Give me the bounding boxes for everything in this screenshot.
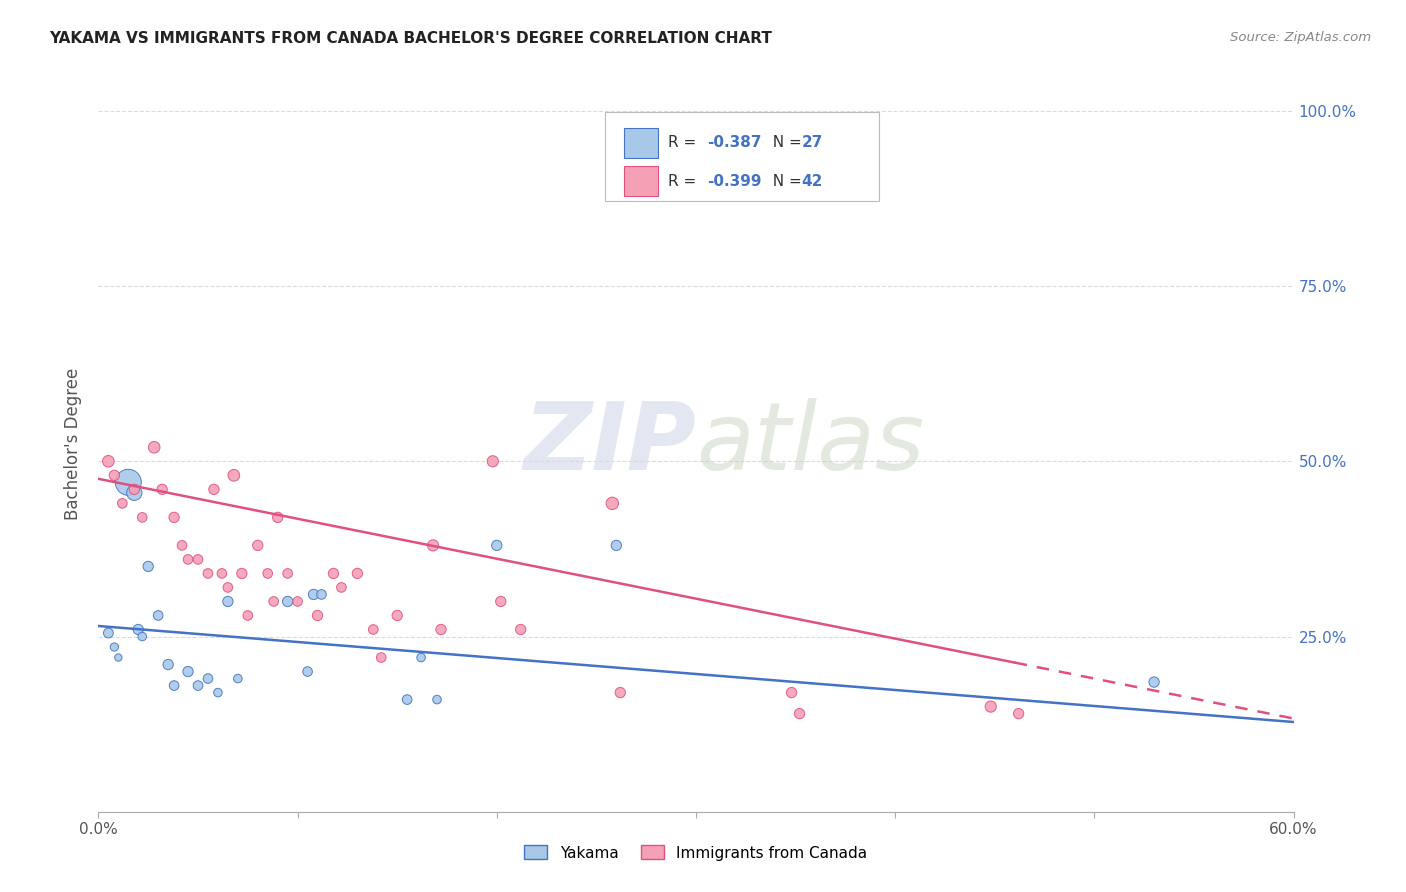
Text: ZIP: ZIP xyxy=(523,398,696,490)
Point xyxy=(136,559,159,574)
Point xyxy=(124,485,146,500)
Point xyxy=(422,538,444,552)
Point xyxy=(396,692,419,706)
Point xyxy=(330,581,353,595)
Point xyxy=(789,706,811,721)
Point xyxy=(172,538,194,552)
Text: N =: N = xyxy=(763,136,807,150)
Point xyxy=(131,510,153,524)
Point xyxy=(485,538,508,552)
Point xyxy=(150,483,173,497)
Point xyxy=(780,685,803,699)
Point xyxy=(226,672,249,686)
Point xyxy=(430,623,453,637)
Point xyxy=(287,594,309,608)
Text: atlas: atlas xyxy=(696,398,924,490)
Point xyxy=(385,608,409,623)
Point xyxy=(482,454,505,468)
Point xyxy=(163,510,186,524)
Text: YAKAMA VS IMMIGRANTS FROM CANADA BACHELOR'S DEGREE CORRELATION CHART: YAKAMA VS IMMIGRANTS FROM CANADA BACHELO… xyxy=(49,31,772,46)
Point xyxy=(267,510,290,524)
Point xyxy=(131,630,153,644)
Point xyxy=(207,685,229,699)
Point xyxy=(609,685,631,699)
Point xyxy=(143,440,166,454)
Point xyxy=(307,608,329,623)
Point xyxy=(363,623,385,637)
Point xyxy=(97,454,120,468)
Legend: Yakama, Immigrants from Canada: Yakama, Immigrants from Canada xyxy=(519,839,873,867)
Point xyxy=(311,587,333,601)
Text: 42: 42 xyxy=(801,174,823,188)
Point xyxy=(197,566,219,581)
Text: Source: ZipAtlas.com: Source: ZipAtlas.com xyxy=(1230,31,1371,45)
Point xyxy=(124,483,146,497)
Point xyxy=(277,594,299,608)
Point xyxy=(236,608,259,623)
Point xyxy=(148,608,170,623)
Text: N =: N = xyxy=(763,174,807,188)
Point xyxy=(157,657,180,672)
Text: 27: 27 xyxy=(801,136,823,150)
Point xyxy=(107,650,129,665)
Text: -0.399: -0.399 xyxy=(707,174,762,188)
Point xyxy=(322,566,344,581)
Point xyxy=(302,587,325,601)
Text: R =: R = xyxy=(668,174,702,188)
Text: R =: R = xyxy=(668,136,702,150)
Point xyxy=(605,538,627,552)
Point xyxy=(197,672,219,686)
Point xyxy=(163,679,186,693)
Point xyxy=(602,496,624,510)
Point xyxy=(103,640,125,654)
Point xyxy=(509,623,531,637)
Point xyxy=(1008,706,1031,721)
Point xyxy=(231,566,253,581)
Text: -0.387: -0.387 xyxy=(707,136,762,150)
Point xyxy=(187,679,209,693)
Point xyxy=(346,566,368,581)
Point xyxy=(370,650,392,665)
Point xyxy=(1143,675,1166,690)
Point xyxy=(489,594,512,608)
Point xyxy=(263,594,285,608)
Point xyxy=(97,626,120,640)
Point xyxy=(187,552,209,566)
Point xyxy=(202,483,225,497)
Point xyxy=(177,552,200,566)
Point xyxy=(222,468,245,483)
Point xyxy=(297,665,319,679)
Point xyxy=(111,496,134,510)
Point xyxy=(277,566,299,581)
Point xyxy=(117,475,139,490)
Point xyxy=(256,566,278,581)
Point xyxy=(177,665,200,679)
Point xyxy=(980,699,1002,714)
Point xyxy=(127,623,149,637)
Y-axis label: Bachelor's Degree: Bachelor's Degree xyxy=(65,368,83,520)
Point xyxy=(217,594,239,608)
Point xyxy=(246,538,269,552)
Point xyxy=(426,692,449,706)
Point xyxy=(103,468,125,483)
Point xyxy=(211,566,233,581)
Point xyxy=(411,650,433,665)
Point xyxy=(217,581,239,595)
